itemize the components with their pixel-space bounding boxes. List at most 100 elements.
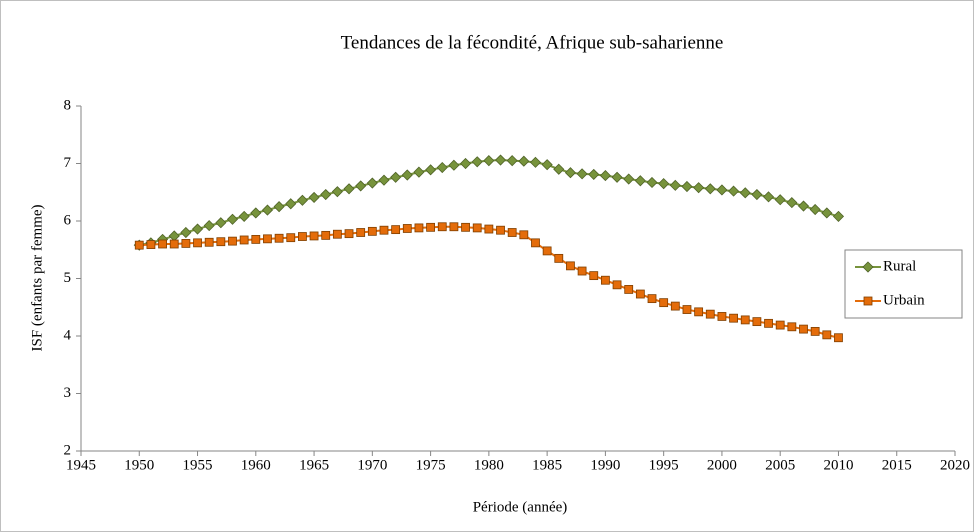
marker	[681, 180, 693, 193]
marker	[169, 239, 179, 249]
marker	[658, 178, 670, 190]
marker	[717, 312, 727, 321]
marker	[623, 173, 635, 185]
marker	[180, 226, 192, 239]
marker	[356, 228, 366, 237]
x-tick-label: 1995	[649, 457, 679, 473]
y-tick-label: 3	[64, 385, 72, 401]
marker	[588, 168, 600, 180]
marker	[729, 313, 738, 323]
marker	[669, 179, 681, 191]
marker	[599, 170, 611, 182]
x-tick-label: 2010	[823, 457, 853, 473]
marker	[624, 285, 634, 294]
marker	[134, 240, 144, 250]
marker	[601, 275, 610, 285]
marker	[576, 168, 588, 180]
marker	[298, 232, 307, 241]
y-tick-label: 5	[64, 270, 72, 286]
marker	[634, 175, 646, 187]
x-tick-label: 1985	[532, 457, 562, 473]
marker	[612, 280, 622, 290]
marker	[740, 315, 750, 325]
y-tick-label: 6	[64, 212, 72, 228]
marker	[531, 238, 540, 248]
marker	[564, 167, 577, 179]
legend-label: Rural	[883, 258, 916, 274]
marker	[366, 177, 378, 189]
marker	[471, 156, 483, 168]
marker	[226, 213, 239, 225]
marker	[821, 207, 833, 219]
marker	[320, 188, 332, 201]
marker	[250, 207, 262, 219]
x-tick-label: 2000	[707, 457, 737, 473]
marker	[704, 183, 716, 195]
marker	[203, 220, 215, 232]
marker	[261, 204, 274, 216]
marker	[181, 239, 191, 248]
marker	[321, 230, 331, 240]
marker	[332, 229, 342, 239]
marker	[228, 236, 237, 246]
marker	[834, 333, 843, 343]
marker	[461, 222, 470, 232]
marker	[355, 180, 367, 192]
marker	[413, 166, 425, 178]
marker	[786, 197, 798, 209]
marker	[554, 253, 564, 263]
marker	[832, 210, 845, 222]
legend-label: Urbain	[883, 292, 925, 308]
x-axis-label: Période (année)	[473, 499, 568, 515]
marker	[472, 223, 482, 233]
marker	[682, 305, 692, 314]
marker	[391, 225, 401, 235]
marker	[518, 155, 530, 167]
x-tick-label: 1965	[299, 457, 329, 473]
x-tick-label: 1960	[241, 457, 271, 473]
marker	[635, 289, 645, 299]
marker	[285, 198, 297, 210]
marker	[308, 191, 320, 203]
marker	[728, 185, 740, 197]
marker	[436, 161, 448, 174]
marker	[251, 234, 261, 244]
marker	[694, 307, 704, 317]
marker	[146, 240, 156, 249]
marker	[670, 301, 680, 311]
marker	[705, 309, 715, 319]
marker	[204, 237, 214, 247]
x-tick-label: 2015	[882, 457, 912, 473]
marker	[402, 224, 412, 233]
marker	[822, 330, 832, 340]
marker	[506, 155, 518, 167]
x-tick-label: 2020	[940, 457, 970, 473]
marker	[693, 182, 705, 194]
marker	[274, 233, 284, 243]
marker	[238, 210, 250, 222]
x-tick-label: 1970	[357, 457, 387, 473]
marker	[459, 157, 472, 170]
marker	[752, 317, 762, 327]
marker	[542, 246, 552, 256]
marker	[484, 224, 494, 234]
marker	[494, 154, 507, 166]
marker	[414, 223, 424, 233]
marker	[263, 234, 272, 244]
x-tick-label: 1980	[474, 457, 504, 473]
marker	[496, 225, 505, 235]
marker	[378, 174, 390, 186]
marker	[296, 194, 308, 206]
marker	[646, 176, 658, 189]
marker	[216, 237, 226, 247]
x-tick-label: 1990	[590, 457, 620, 473]
marker	[774, 194, 786, 206]
marker	[193, 238, 202, 248]
marker	[799, 324, 808, 334]
legend-marker	[862, 261, 874, 273]
marker	[751, 188, 763, 201]
marker	[483, 155, 495, 167]
marker	[764, 318, 773, 328]
